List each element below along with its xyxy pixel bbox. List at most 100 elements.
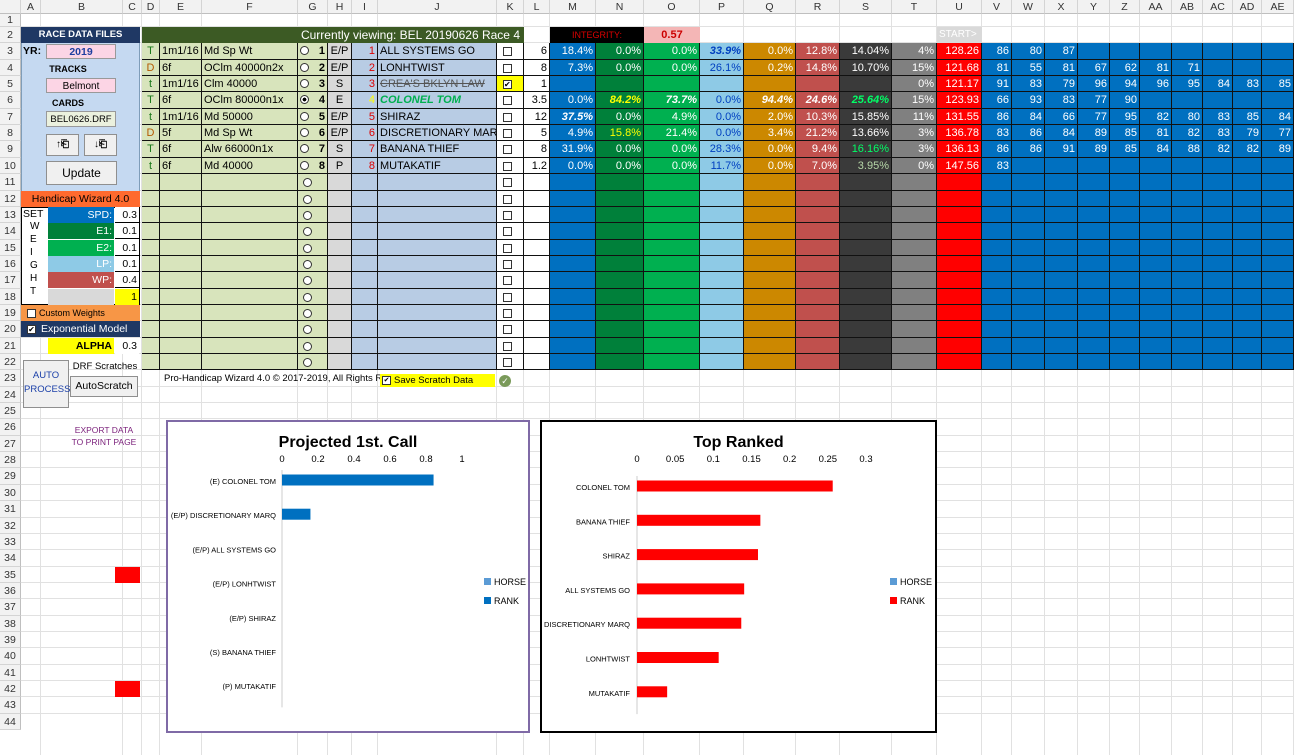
cell-spd1[interactable]	[982, 354, 1012, 370]
row-header-22[interactable]: 22	[0, 354, 21, 370]
bar[interactable]	[637, 549, 758, 561]
cell-ml[interactable]: 1.2	[524, 158, 550, 174]
row-header-31[interactable]: 31	[0, 501, 21, 518]
cell-trio[interactable]: 0.0%	[744, 158, 796, 174]
cell-e2[interactable]	[644, 272, 700, 289]
cell-ml[interactable]	[524, 321, 550, 338]
cell-spd[interactable]: 37.5%	[550, 109, 596, 125]
cell-num[interactable]	[298, 191, 328, 207]
row-header-25[interactable]: 25	[0, 403, 21, 419]
cell-info[interactable]: OClm 80000n1x	[202, 92, 298, 109]
cell-trio[interactable]	[744, 191, 796, 207]
scratch-checkbox[interactable]	[503, 144, 512, 154]
cell-wp[interactable]: 21.2%	[796, 125, 840, 141]
cell-e1[interactable]	[596, 354, 644, 370]
cell-spd3[interactable]	[1045, 321, 1078, 338]
exponential-model-checkbox[interactable]: ✔ Exponential Model	[21, 321, 140, 337]
column-header-a[interactable]: A	[21, 0, 41, 14]
cell-cv[interactable]: 3%	[892, 125, 937, 141]
cell-name[interactable]	[378, 272, 497, 289]
cell-spd[interactable]: 0.0%	[550, 158, 596, 174]
cell-info[interactable]	[202, 223, 298, 240]
cell-info[interactable]: Md 40000	[202, 158, 298, 174]
cell-info[interactable]: Alw 66000n1x	[202, 141, 298, 158]
row-header-1[interactable]: 1	[0, 14, 21, 27]
cell-spd10[interactable]	[1262, 354, 1294, 370]
cell-spd7[interactable]	[1172, 191, 1203, 207]
cell-ml[interactable]: 6	[524, 43, 550, 60]
cell-lp[interactable]	[700, 256, 744, 272]
cell-name[interactable]: BANANA THIEF	[378, 141, 497, 158]
cell-lp[interactable]: 0.0%	[700, 125, 744, 141]
cell-spd2[interactable]	[1012, 158, 1045, 174]
cell-spd1[interactable]	[982, 223, 1012, 240]
cell-top[interactable]: 14.04%	[840, 43, 892, 60]
weight-input[interactable]: 0.3	[115, 207, 139, 223]
cell-spd9[interactable]	[1233, 256, 1262, 272]
cell-top[interactable]	[840, 321, 892, 338]
cell-e2[interactable]	[644, 191, 700, 207]
cell-e2[interactable]	[644, 174, 700, 191]
cell-spd3[interactable]	[1045, 256, 1078, 272]
cell-num[interactable]	[298, 223, 328, 240]
bar[interactable]	[282, 474, 434, 486]
cell-spd7[interactable]	[1172, 354, 1203, 370]
cell-spd4[interactable]: 89	[1078, 125, 1110, 141]
cell-trio[interactable]	[744, 354, 796, 370]
cell-spd[interactable]: 18.4%	[550, 43, 596, 60]
cell-spd[interactable]	[550, 76, 596, 92]
cell-lp[interactable]: 0.0%	[700, 109, 744, 125]
cell-post[interactable]	[352, 191, 378, 207]
bar[interactable]	[637, 652, 719, 663]
cell-ml[interactable]	[524, 256, 550, 272]
cell-spd5[interactable]	[1110, 174, 1140, 191]
cell-name[interactable]: CREA'S BKLYN LAW	[378, 76, 497, 92]
cell-scr[interactable]: ✔	[497, 76, 524, 92]
cell-rs[interactable]	[328, 191, 352, 207]
cell-spd4[interactable]	[1078, 289, 1110, 305]
bar[interactable]	[637, 617, 742, 629]
scratch-checkbox[interactable]	[503, 112, 512, 122]
cell-trio[interactable]	[744, 321, 796, 338]
cell-sfc[interactable]	[142, 305, 160, 321]
cell-cv[interactable]: 15%	[892, 92, 937, 109]
cell-spd[interactable]: 4.9%	[550, 125, 596, 141]
cell-num[interactable]	[298, 272, 328, 289]
cell-spd10[interactable]	[1262, 272, 1294, 289]
cell-spd1[interactable]	[982, 321, 1012, 338]
cell-num[interactable]	[298, 305, 328, 321]
cell-trio[interactable]	[744, 272, 796, 289]
cell-spd8[interactable]	[1203, 92, 1233, 109]
cell-dist[interactable]: 1m1/16	[160, 76, 202, 92]
cell-rs[interactable]: E/P	[328, 60, 352, 76]
cell-name[interactable]: COLONEL TOM	[378, 92, 497, 109]
cell-trio[interactable]: 2.0%	[744, 109, 796, 125]
radio-select[interactable]	[303, 243, 312, 253]
row-header-17[interactable]: 17	[0, 272, 21, 289]
cell-spd[interactable]	[550, 240, 596, 256]
cell-spd1[interactable]: 91	[982, 76, 1012, 92]
cell-spd10[interactable]	[1262, 321, 1294, 338]
cell-spd4[interactable]: 96	[1078, 76, 1110, 92]
cell-spd5[interactable]	[1110, 354, 1140, 370]
column-header-i[interactable]: I	[352, 0, 378, 14]
column-header-o[interactable]: O	[644, 0, 700, 14]
move-down-button[interactable]: ↓⎗	[84, 134, 117, 156]
cell-ml[interactable]: 3.5	[524, 92, 550, 109]
cell-spd4[interactable]	[1078, 174, 1110, 191]
cell-e1[interactable]	[596, 240, 644, 256]
cell-info[interactable]	[202, 207, 298, 223]
scratch-checkbox[interactable]	[503, 194, 512, 204]
cell-num[interactable]: 8	[298, 158, 328, 174]
cell-spd4[interactable]	[1078, 354, 1110, 370]
cell-spd2[interactable]	[1012, 256, 1045, 272]
cell-e2[interactable]: 73.7%	[644, 92, 700, 109]
cell-spd3[interactable]	[1045, 158, 1078, 174]
row-header-32[interactable]: 32	[0, 518, 21, 534]
save-scratch-checkbox[interactable]: ✔ Save Scratch Data	[380, 374, 495, 387]
row-header-42[interactable]: 42	[0, 681, 21, 697]
column-header-y[interactable]: Y	[1078, 0, 1110, 14]
cell-bppr[interactable]: 131.55	[937, 109, 982, 125]
cell-wp[interactable]	[796, 240, 840, 256]
row-header-29[interactable]: 29	[0, 468, 21, 485]
